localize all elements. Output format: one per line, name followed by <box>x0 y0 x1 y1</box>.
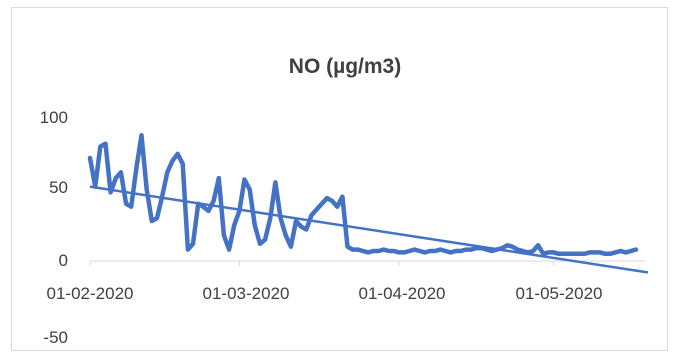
x-tick-label: 01-04-2020 <box>359 284 446 303</box>
trendline <box>89 185 649 274</box>
chart-title: NO (µg/m3) <box>289 55 401 78</box>
y-tick-label: 100 <box>40 108 68 127</box>
y-tick-label: 50 <box>49 178 68 197</box>
y-tick-label: 0 <box>59 251 68 270</box>
x-tick-labels: 01-02-2020 01-03-2020 01-04-2020 01-05-2… <box>47 284 603 303</box>
series-layer <box>87 132 649 274</box>
x-tick-label: 01-03-2020 <box>203 284 290 303</box>
x-tick-label: 01-05-2020 <box>516 284 603 303</box>
x-tick-marks <box>89 261 555 266</box>
series-line <box>87 132 639 257</box>
x-tick-label: 01-02-2020 <box>47 284 134 303</box>
y-tick-labels: 100 50 0 -50 <box>40 108 68 347</box>
y-tick-label: -50 <box>43 328 68 347</box>
